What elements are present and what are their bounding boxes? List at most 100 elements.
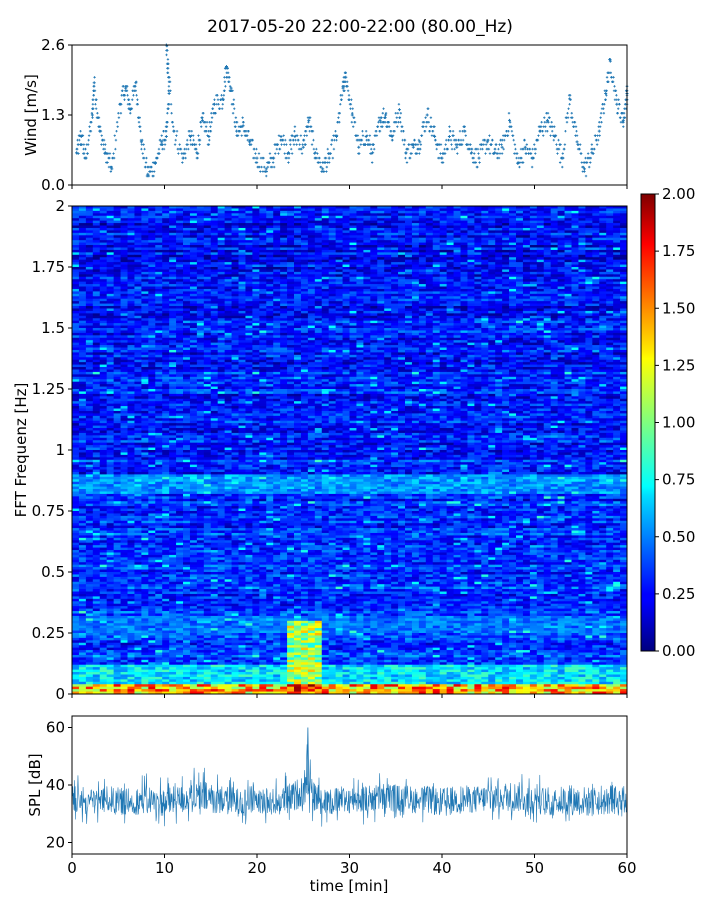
wind-point <box>137 120 141 124</box>
spectrogram-cell <box>217 254 226 258</box>
spectrogram-cell <box>280 247 288 251</box>
spectrogram-cell <box>287 235 295 239</box>
spectrogram-cell <box>522 245 531 248</box>
spectrogram-cell <box>446 215 454 219</box>
spectrogram-cell <box>238 288 246 292</box>
spectrogram-cell <box>238 301 246 304</box>
spectrogram-cell <box>377 230 385 234</box>
spectrogram-cell <box>189 286 198 290</box>
spectrogram-cell <box>398 293 406 297</box>
spectrogram-cell <box>398 279 406 282</box>
spectrogram-cell <box>245 227 253 231</box>
spectrogram-cell <box>280 293 288 297</box>
spectrogram-cell <box>377 237 385 241</box>
spectrogram-cell <box>238 230 246 234</box>
spectrogram-cell <box>321 240 330 243</box>
spectrogram-cell <box>599 298 607 302</box>
spectrogram-cell <box>155 257 163 260</box>
wind-point <box>167 107 170 110</box>
spectrogram-cell <box>176 218 184 221</box>
spectrogram-cell <box>606 284 614 287</box>
spectrogram-cell <box>176 213 184 217</box>
wind-point <box>274 152 277 155</box>
spectrogram-cell <box>162 210 170 214</box>
spectrogram-cell <box>203 220 212 224</box>
spectrogram-cell <box>585 267 593 270</box>
spectrogram-cell <box>314 252 323 256</box>
spectrogram-cell <box>155 208 163 212</box>
spectrogram-cell <box>606 271 614 275</box>
spectrogram-cell <box>557 213 565 217</box>
spectrogram-cell <box>176 274 184 278</box>
spectrogram-cell <box>453 293 461 297</box>
spectrogram-cell <box>141 293 149 297</box>
spectrogram-cell <box>148 303 156 307</box>
spectrogram-cell <box>335 240 343 243</box>
wind-point <box>130 107 134 110</box>
spectrogram-cell <box>189 293 198 297</box>
wind-point <box>603 103 606 106</box>
spectrogram-cell <box>113 257 121 260</box>
wind-point <box>195 147 198 151</box>
wind-point <box>566 112 569 115</box>
spectrogram-cell <box>92 284 101 287</box>
wind-point <box>92 94 96 97</box>
spectrogram-cell <box>529 225 538 229</box>
spectrogram-cell <box>294 286 302 290</box>
spectrogram-cell <box>231 232 239 236</box>
spectrogram-cell <box>106 306 115 309</box>
spectrogram-cell <box>99 281 108 285</box>
spectrogram-cell <box>592 269 600 273</box>
spectrogram-cell <box>613 296 621 300</box>
wind-point <box>502 147 505 151</box>
spectrogram-cell <box>460 286 468 290</box>
spectrogram-cell <box>481 284 489 287</box>
wind-point <box>557 147 561 151</box>
spectrogram-cell <box>516 279 524 282</box>
spectrogram-cell <box>287 245 295 248</box>
spectrogram-cell <box>252 249 260 253</box>
spectrogram-cell <box>592 254 600 258</box>
spectrogram-cell <box>259 293 267 297</box>
spectrogram-cell <box>467 230 475 234</box>
spectrogram-cell <box>481 249 489 253</box>
spectrogram-cell <box>259 264 267 268</box>
spectrogram-cell <box>314 262 323 265</box>
spectrogram-cell <box>342 293 350 297</box>
wind-point <box>602 112 606 115</box>
spectrogram-cell <box>300 315 309 319</box>
spectrogram-cell <box>217 225 226 229</box>
spectrogram-cell <box>425 259 434 263</box>
spectrogram-cell <box>120 276 128 280</box>
spectrogram-cell <box>370 230 378 234</box>
spectrogram-cell <box>398 262 406 265</box>
spectrogram-cell <box>613 269 621 273</box>
spectrogram-cell <box>134 310 142 314</box>
spectrogram-cell <box>106 210 115 214</box>
wind-point <box>136 98 139 101</box>
wind-point <box>555 143 558 146</box>
spectrogram-cell <box>155 218 163 221</box>
spectrogram-cell <box>85 298 94 302</box>
spectrogram-cell <box>599 223 607 226</box>
spectrogram-cell <box>564 232 572 236</box>
spectrogram-cell <box>231 235 239 239</box>
wind-point <box>510 125 513 128</box>
wind-point <box>181 156 185 160</box>
spectrogram-cell <box>245 210 253 214</box>
spectrogram-cell <box>432 288 441 292</box>
wind-point <box>376 125 380 128</box>
spectrogram-cell <box>495 286 503 290</box>
spectrogram-cell <box>92 271 101 275</box>
spectrogram-cell <box>266 254 274 258</box>
spectrogram-cell <box>280 276 288 280</box>
spectrogram-cell <box>384 230 392 234</box>
spectrogram-cell <box>217 232 226 236</box>
spectrogram-cell <box>557 254 565 258</box>
spectrogram-cell <box>529 245 538 248</box>
wind-point <box>271 161 275 164</box>
spectrogram-cell <box>550 264 559 268</box>
wind-ytick-label: 2.6 <box>41 36 65 54</box>
spectrogram-cell <box>189 259 198 263</box>
spectrogram-cell <box>377 308 385 312</box>
